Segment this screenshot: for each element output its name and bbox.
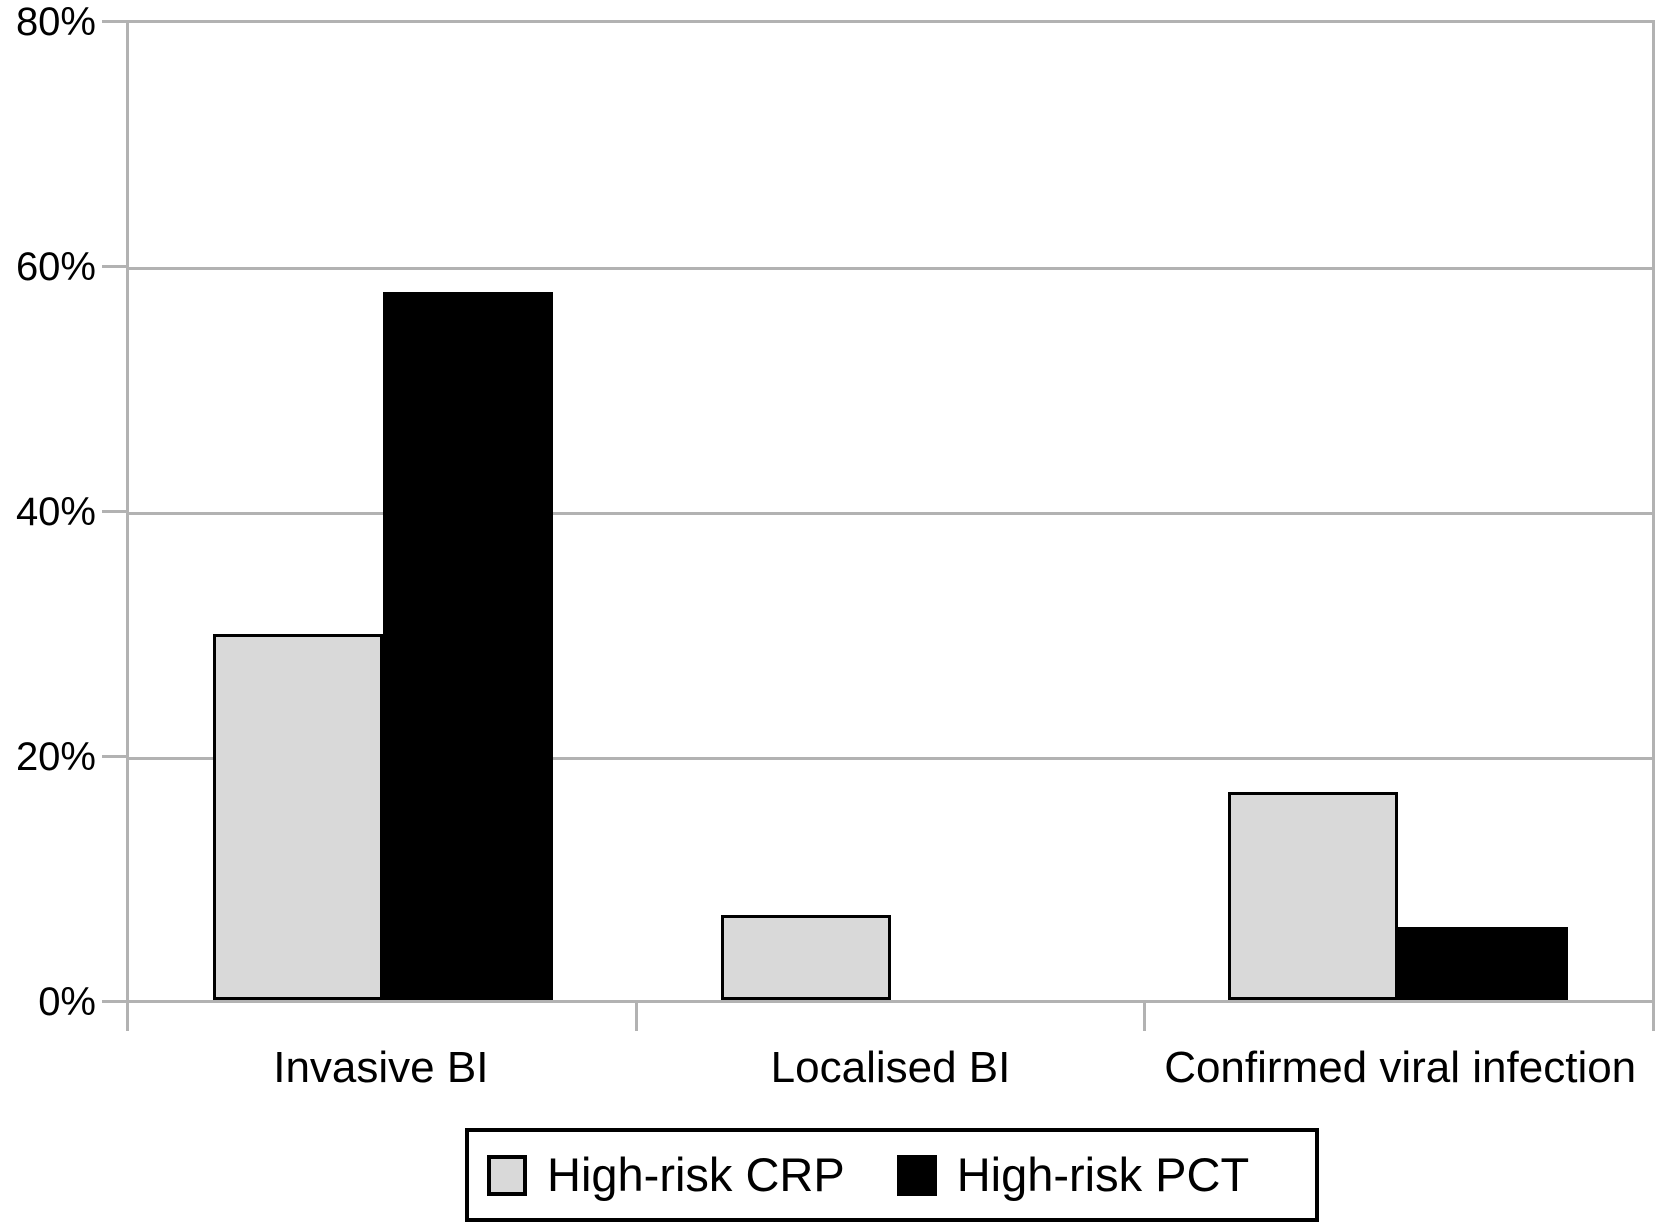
legend-item-high-risk-crp: High-risk CRP xyxy=(487,1149,845,1201)
x-axis-tick-mark-2 xyxy=(1142,1003,1146,1031)
legend-item-high-risk-pct: High-risk PCT xyxy=(896,1148,1250,1201)
y-axis-tick-mark-80pct xyxy=(102,20,127,23)
y-axis-tick-label-0pct: 0% xyxy=(38,979,96,1024)
x-axis-tick-mark-3 xyxy=(1652,1003,1655,1031)
bar-high-risk-crp-localised-bi xyxy=(720,914,891,1000)
gridline-60pct xyxy=(129,266,1652,270)
legend: High-risk CRP High-risk PCT xyxy=(465,1128,1319,1222)
x-axis-labels: Invasive BI Localised BI Confirmed viral i… xyxy=(126,1042,1655,1094)
gridline-40pct xyxy=(129,511,1652,515)
bar-high-risk-pct-invasive-bi xyxy=(382,291,553,1000)
y-axis-tick-mark-40pct xyxy=(102,510,127,513)
y-axis-tick-label-40pct: 40% xyxy=(15,489,96,534)
legend-label-high-risk-pct: High-risk PCT xyxy=(956,1148,1250,1201)
y-axis-tick-label-80pct: 80% xyxy=(15,0,96,44)
y-axis-tick-label-60pct: 60% xyxy=(15,244,96,289)
bar-high-risk-crp-confirmed-viral-infection xyxy=(1228,792,1399,1000)
y-axis-tick-label-20pct: 20% xyxy=(15,734,96,779)
legend-label-high-risk-crp: High-risk CRP xyxy=(547,1148,845,1201)
legend-swatch-high-risk-crp-icon xyxy=(487,1154,527,1196)
y-axis-tick-mark-0pct xyxy=(102,1000,127,1003)
x-axis-tick-mark-1 xyxy=(635,1003,639,1031)
gridline-20pct xyxy=(129,756,1652,760)
x-axis-label-invasive-bi: Invasive BI xyxy=(273,1043,489,1092)
bar-high-risk-crp-invasive-bi xyxy=(212,633,383,1000)
bar-high-risk-pct-confirmed-viral-infection xyxy=(1398,926,1569,1000)
x-axis-label-localised-bi: Localised BI xyxy=(770,1043,1011,1092)
x-axis-tick-mark-0 xyxy=(126,1003,129,1031)
plot-area xyxy=(126,20,1655,1003)
y-axis-tick-mark-60pct xyxy=(102,265,127,268)
y-axis-tick-mark-20pct xyxy=(102,755,127,758)
legend-swatch-high-risk-pct-icon xyxy=(896,1154,937,1196)
x-axis-label-confirmed-viral-infection: Confirmed viral infection xyxy=(1164,1043,1637,1092)
